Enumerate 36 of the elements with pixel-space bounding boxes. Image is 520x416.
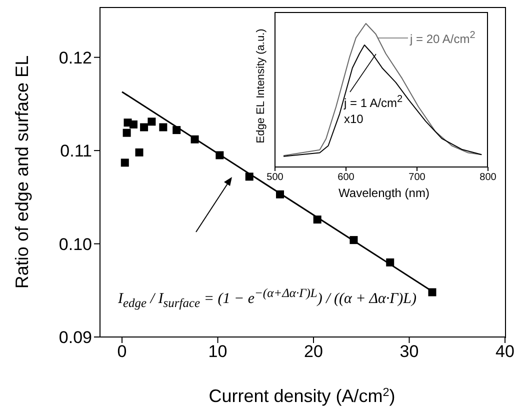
point <box>122 128 131 137</box>
x-tick-label: 800 <box>480 172 497 184</box>
annotation: I$_{edge}$ / I$_{surface}$ = (1 − e$^{−(α+Δα·Γ)L}$) / ((α + Δα·Γ)L) <box>118 286 417 311</box>
point <box>159 123 168 132</box>
x-tick-label: 20 <box>304 342 323 362</box>
x-tick-label: 30 <box>400 342 419 362</box>
point <box>135 148 144 156</box>
x-axis-title: Current density (A/cm$^{2}$) <box>208 386 396 406</box>
x-tick-label: 0 <box>117 342 127 362</box>
point <box>120 158 129 167</box>
point <box>245 172 254 181</box>
x-tick-label: 700 <box>408 172 426 184</box>
point <box>148 118 156 126</box>
x-tick-label: 40 <box>496 342 514 362</box>
x-tick-label: 600 <box>338 172 355 184</box>
point <box>216 151 224 160</box>
point <box>428 288 436 296</box>
point <box>313 216 322 224</box>
x-axis-title: Wavelength (nm) <box>338 186 430 200</box>
y-axis-title: Ratio of edge and surface EL <box>12 55 32 289</box>
y-tick-label: 0.11 <box>60 142 92 161</box>
x-tick-label: 500 <box>266 172 284 184</box>
y-tick-label: 0.10 <box>58 234 92 254</box>
point <box>276 190 284 198</box>
point <box>172 126 181 134</box>
x-tick-label: 10 <box>208 342 228 362</box>
point <box>386 258 394 266</box>
legend-label: j = 20 A/cm$^{2}$ <box>410 29 476 47</box>
y-tick-label: 0.09 <box>58 328 92 348</box>
point <box>140 123 148 132</box>
y-tick-label: 0.12 <box>58 48 92 68</box>
point <box>190 135 199 144</box>
text: j = 1 A/cm$^{2}$ x10 <box>344 94 403 126</box>
point <box>130 120 138 128</box>
point <box>350 236 358 244</box>
y-axis-title: Edge EL Intensity (a.u.) <box>255 28 267 144</box>
